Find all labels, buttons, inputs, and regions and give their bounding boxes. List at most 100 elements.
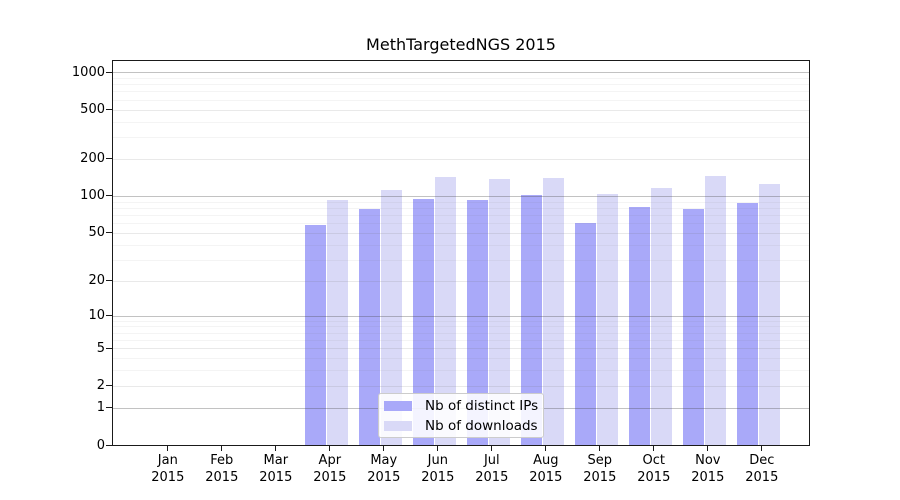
y-axis-tick-mark [106, 315, 112, 317]
x-axis-tick-label-line: Jun [427, 453, 448, 468]
legend-label-downloads: Nb of downloads [425, 417, 538, 434]
minor-gridline-300 [113, 137, 809, 138]
minor-gridline-3 [113, 370, 809, 372]
y-axis-tick-mark [106, 109, 112, 110]
chart-title: MethTargetedNGS 2015 [366, 35, 556, 54]
x-axis-tick-label-line: Apr [318, 453, 342, 468]
x-axis-tick-mark [761, 445, 763, 451]
x-axis-tick-mark [329, 445, 331, 451]
y-axis-tick-mark [106, 444, 112, 446]
x-axis-tick-label: Mar 2015 [249, 452, 303, 486]
x-axis-tick-label-line: 2015 [637, 470, 671, 485]
minor-gridline-900 [113, 77, 809, 79]
bar-downloads [542, 178, 565, 445]
x-axis-tick-label-line: 2015 [313, 470, 347, 485]
y-axis-tick-mark [106, 385, 112, 387]
y-axis-tick-label: 2 [96, 378, 105, 394]
bar-distinct-ips [358, 209, 381, 445]
x-axis-tick-label-line: 2015 [151, 470, 185, 485]
y-axis-tick-label: 50 [88, 225, 105, 241]
x-axis-tick-label: Aug 2015 [519, 452, 573, 486]
y-axis-tick-mark [106, 407, 112, 409]
x-axis-tick-label-line: Feb [210, 453, 234, 468]
x-axis-tick-label-line: 2015 [529, 470, 563, 485]
y-axis-tick-label: 1000 [71, 64, 105, 80]
x-axis-tick-label: Oct 2015 [627, 452, 681, 486]
legend-row: Nb of distinct IPs [384, 397, 543, 414]
y-axis-tick-label: 10 [88, 308, 105, 324]
bar-distinct-ips [520, 194, 543, 445]
legend-row: Nb of downloads [384, 417, 543, 434]
x-axis-tick-label: Dec 2015 [735, 452, 789, 486]
legend-label-distinct-ips: Nb of distinct IPs [425, 397, 539, 414]
gridline-50 [113, 232, 809, 234]
gridline-1000 [113, 72, 809, 74]
y-axis-tick-mark [106, 71, 112, 73]
bar-downloads [704, 176, 727, 445]
bar-distinct-ips [466, 200, 489, 445]
y-axis-tick-label: 1 [96, 400, 105, 416]
bar-downloads [380, 190, 403, 445]
x-axis-tick-mark [491, 445, 493, 451]
x-axis-tick-label-line: Dec [749, 453, 775, 468]
x-axis-tick-label-line: 2015 [421, 470, 455, 485]
x-axis-tick-label-line: Aug [533, 453, 559, 468]
gridline-200 [113, 158, 809, 160]
minor-gridline-70 [113, 214, 809, 216]
minor-gridline-90 [113, 201, 809, 203]
bar-distinct-ips [304, 224, 327, 445]
y-axis-tick-label: 5 [96, 340, 105, 356]
x-axis-tick-mark [383, 445, 385, 451]
y-axis-tick-mark [106, 158, 112, 160]
gridline-5 [113, 348, 809, 350]
bar-downloads [488, 178, 511, 445]
bar-distinct-ips [682, 208, 705, 445]
legend-swatch-distinct-ips [384, 400, 412, 411]
plot-area [113, 61, 809, 445]
bar-downloads [758, 183, 781, 445]
x-axis-tick-label-line: 2015 [745, 470, 779, 485]
gridline-2 [113, 385, 809, 387]
bar-downloads [650, 188, 673, 445]
x-axis-tick-mark [599, 445, 601, 451]
x-axis-tick-label-line: May [370, 453, 398, 468]
minor-gridline-60 [113, 223, 809, 225]
bar-downloads [434, 176, 457, 445]
x-axis-tick-label-line: Nov [695, 453, 721, 468]
y-axis-tick-label: 0 [96, 437, 105, 453]
x-axis-tick-label-line: Jan [157, 453, 178, 468]
gridline-500 [113, 109, 809, 111]
x-axis-tick-mark [545, 445, 547, 451]
x-axis-tick-label: Jul 2015 [465, 452, 519, 486]
x-axis-tick-label-line: Jul [483, 453, 500, 468]
x-axis-tick-mark [653, 445, 655, 451]
x-axis-tick-label-line: Sep [587, 453, 613, 468]
x-axis-tick-mark [707, 445, 709, 451]
x-axis-tick-label: Jan 2015 [141, 452, 195, 486]
minor-gridline-800 [113, 84, 809, 86]
x-axis-tick-label: Feb 2015 [195, 452, 249, 486]
x-axis-tick-label-line: 2015 [583, 470, 617, 485]
x-axis-tick-label-line: 2015 [259, 470, 293, 485]
minor-gridline-400 [113, 121, 809, 123]
legend-swatch-downloads [384, 420, 412, 431]
minor-gridline-700 [113, 91, 809, 93]
x-axis-tick-label: Jun 2015 [411, 452, 465, 486]
minor-gridline-6 [113, 339, 809, 341]
y-axis-tick-label: 20 [88, 273, 105, 289]
gridline-20 [113, 280, 809, 282]
gridline-100 [113, 195, 809, 197]
x-axis-tick-label-line: 2015 [691, 470, 725, 485]
x-axis-tick-label-line: 2015 [205, 470, 239, 485]
x-axis-tick-label-line: Oct [642, 453, 666, 468]
y-axis-tick-label: 500 [80, 102, 105, 117]
x-axis-tick-mark [167, 445, 169, 451]
y-axis-tick-label: 200 [80, 151, 105, 167]
minor-gridline-9 [113, 320, 809, 322]
x-axis-tick-mark [437, 445, 439, 451]
bar-distinct-ips [412, 198, 435, 445]
bar-distinct-ips [574, 223, 597, 445]
minor-gridline-80 [113, 207, 809, 209]
x-axis-tick-mark [275, 445, 277, 451]
